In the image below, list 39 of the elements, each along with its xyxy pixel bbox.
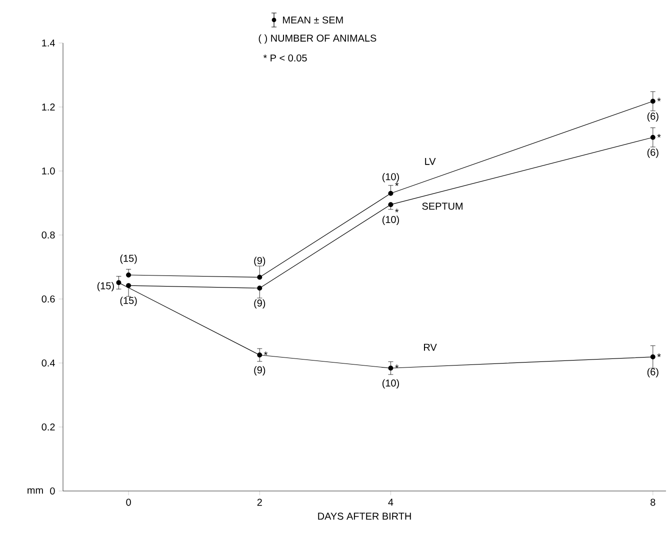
x-tick-label: 4 bbox=[388, 498, 394, 506]
annotation: * P < 0.05 bbox=[263, 54, 307, 62]
y-tick-label: 0.8 bbox=[42, 231, 55, 239]
annotation: * bbox=[657, 134, 661, 138]
annotation: (9) bbox=[254, 299, 266, 309]
annotation: * bbox=[395, 364, 399, 368]
y-axis-title: mm bbox=[28, 488, 43, 494]
x-axis-title: DAYS AFTER BIRTH bbox=[318, 512, 411, 520]
annotation: ( ) NUMBER OF ANIMALS bbox=[258, 34, 376, 44]
y-tick-label: 0.6 bbox=[42, 295, 55, 303]
y-tick-label: 0.2 bbox=[42, 423, 55, 431]
annotation: (15) bbox=[120, 296, 137, 306]
annotation: (9) bbox=[254, 256, 266, 266]
x-tick-label: 8 bbox=[650, 498, 656, 506]
x-tick-label: 2 bbox=[257, 498, 262, 506]
annotation: * bbox=[657, 353, 661, 357]
annotation: (15) bbox=[97, 282, 114, 292]
annotation: * bbox=[395, 182, 399, 186]
y-tick-label: 0 bbox=[50, 487, 55, 495]
series-label: RV bbox=[424, 344, 437, 351]
annotation: (6) bbox=[647, 148, 658, 158]
y-tick-label: 1.0 bbox=[42, 167, 55, 175]
y-tick-label: 0.4 bbox=[42, 359, 55, 367]
y-tick-label: 1.4 bbox=[42, 40, 55, 46]
annotation: (10) bbox=[382, 216, 399, 226]
annotation: (9) bbox=[254, 366, 266, 376]
annotation: (6) bbox=[647, 368, 658, 378]
series-label: LV bbox=[425, 158, 436, 165]
annotation: * bbox=[657, 98, 661, 102]
annotation: * bbox=[395, 208, 399, 212]
annotation: * bbox=[264, 352, 268, 356]
annotation: (15) bbox=[120, 254, 137, 264]
x-tick-label: 0 bbox=[126, 498, 131, 506]
annotation: (6) bbox=[647, 112, 658, 122]
text: MEAN ± SEM bbox=[283, 16, 343, 24]
annotation: (10) bbox=[382, 379, 399, 389]
annotation: (10) bbox=[382, 172, 399, 182]
y-tick-label: 1.2 bbox=[42, 104, 55, 110]
series-label: SEPTUM bbox=[422, 202, 462, 210]
